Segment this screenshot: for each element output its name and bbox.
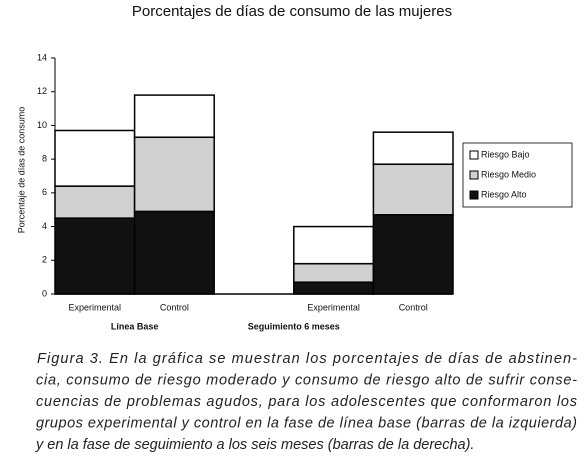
y-tick-label: 0	[42, 288, 47, 298]
caption-line: grupos experimental y control en la fase…	[36, 415, 577, 431]
caption-line: Figura 3. En la gráfica se muestran los …	[37, 351, 577, 367]
legend-box	[462, 142, 573, 208]
y-tick-label: 14	[37, 52, 47, 62]
x-tick-label: Experimental	[307, 302, 360, 312]
legend-label: Riesgo Bajo	[481, 149, 530, 159]
x-tick-label: Control	[399, 302, 428, 312]
caption-line: cuencias de problemas agudos, para los a…	[36, 394, 577, 410]
caption-line: cia, consumo de riesgo moderado y consum…	[36, 372, 577, 388]
bar-segment	[372, 131, 454, 165]
legend-swatch	[469, 190, 479, 200]
bar-segment	[293, 262, 375, 283]
legend-label: Riesgo Alto	[481, 189, 527, 199]
y-tick-label: 10	[37, 120, 47, 130]
bar-segment	[133, 210, 215, 295]
x-tick-label: Experimental	[69, 302, 122, 312]
group-label: Línea Base	[111, 321, 159, 331]
y-tick-label: 2	[42, 255, 47, 265]
bar-segment	[372, 163, 454, 216]
bar-segment	[133, 94, 215, 138]
y-axis-label: Porcentaje de días de consumo	[16, 107, 26, 234]
bar-segment	[54, 129, 136, 187]
bar-segment	[372, 214, 454, 295]
y-tick-label: 12	[37, 86, 47, 96]
bar-segment	[133, 136, 215, 213]
bar-segment	[293, 281, 375, 295]
bar-segment	[54, 217, 136, 295]
y-tick-label: 6	[42, 187, 47, 197]
group-label: Seguimiento 6 meses	[248, 321, 340, 331]
legend-swatch	[469, 150, 479, 160]
chart-title: Porcentajes de días de consumo de las mu…	[132, 3, 452, 20]
bar-segment	[293, 225, 375, 265]
caption-line: y en la fase de seguimiento a los seis m…	[35, 437, 474, 453]
legend-swatch	[469, 170, 479, 180]
x-tick-label: Control	[160, 302, 189, 312]
legend-label: Riesgo Medio	[481, 169, 536, 179]
y-tick-label: 8	[42, 154, 47, 164]
y-tick-label: 4	[42, 221, 47, 231]
bar-segment	[54, 185, 136, 219]
